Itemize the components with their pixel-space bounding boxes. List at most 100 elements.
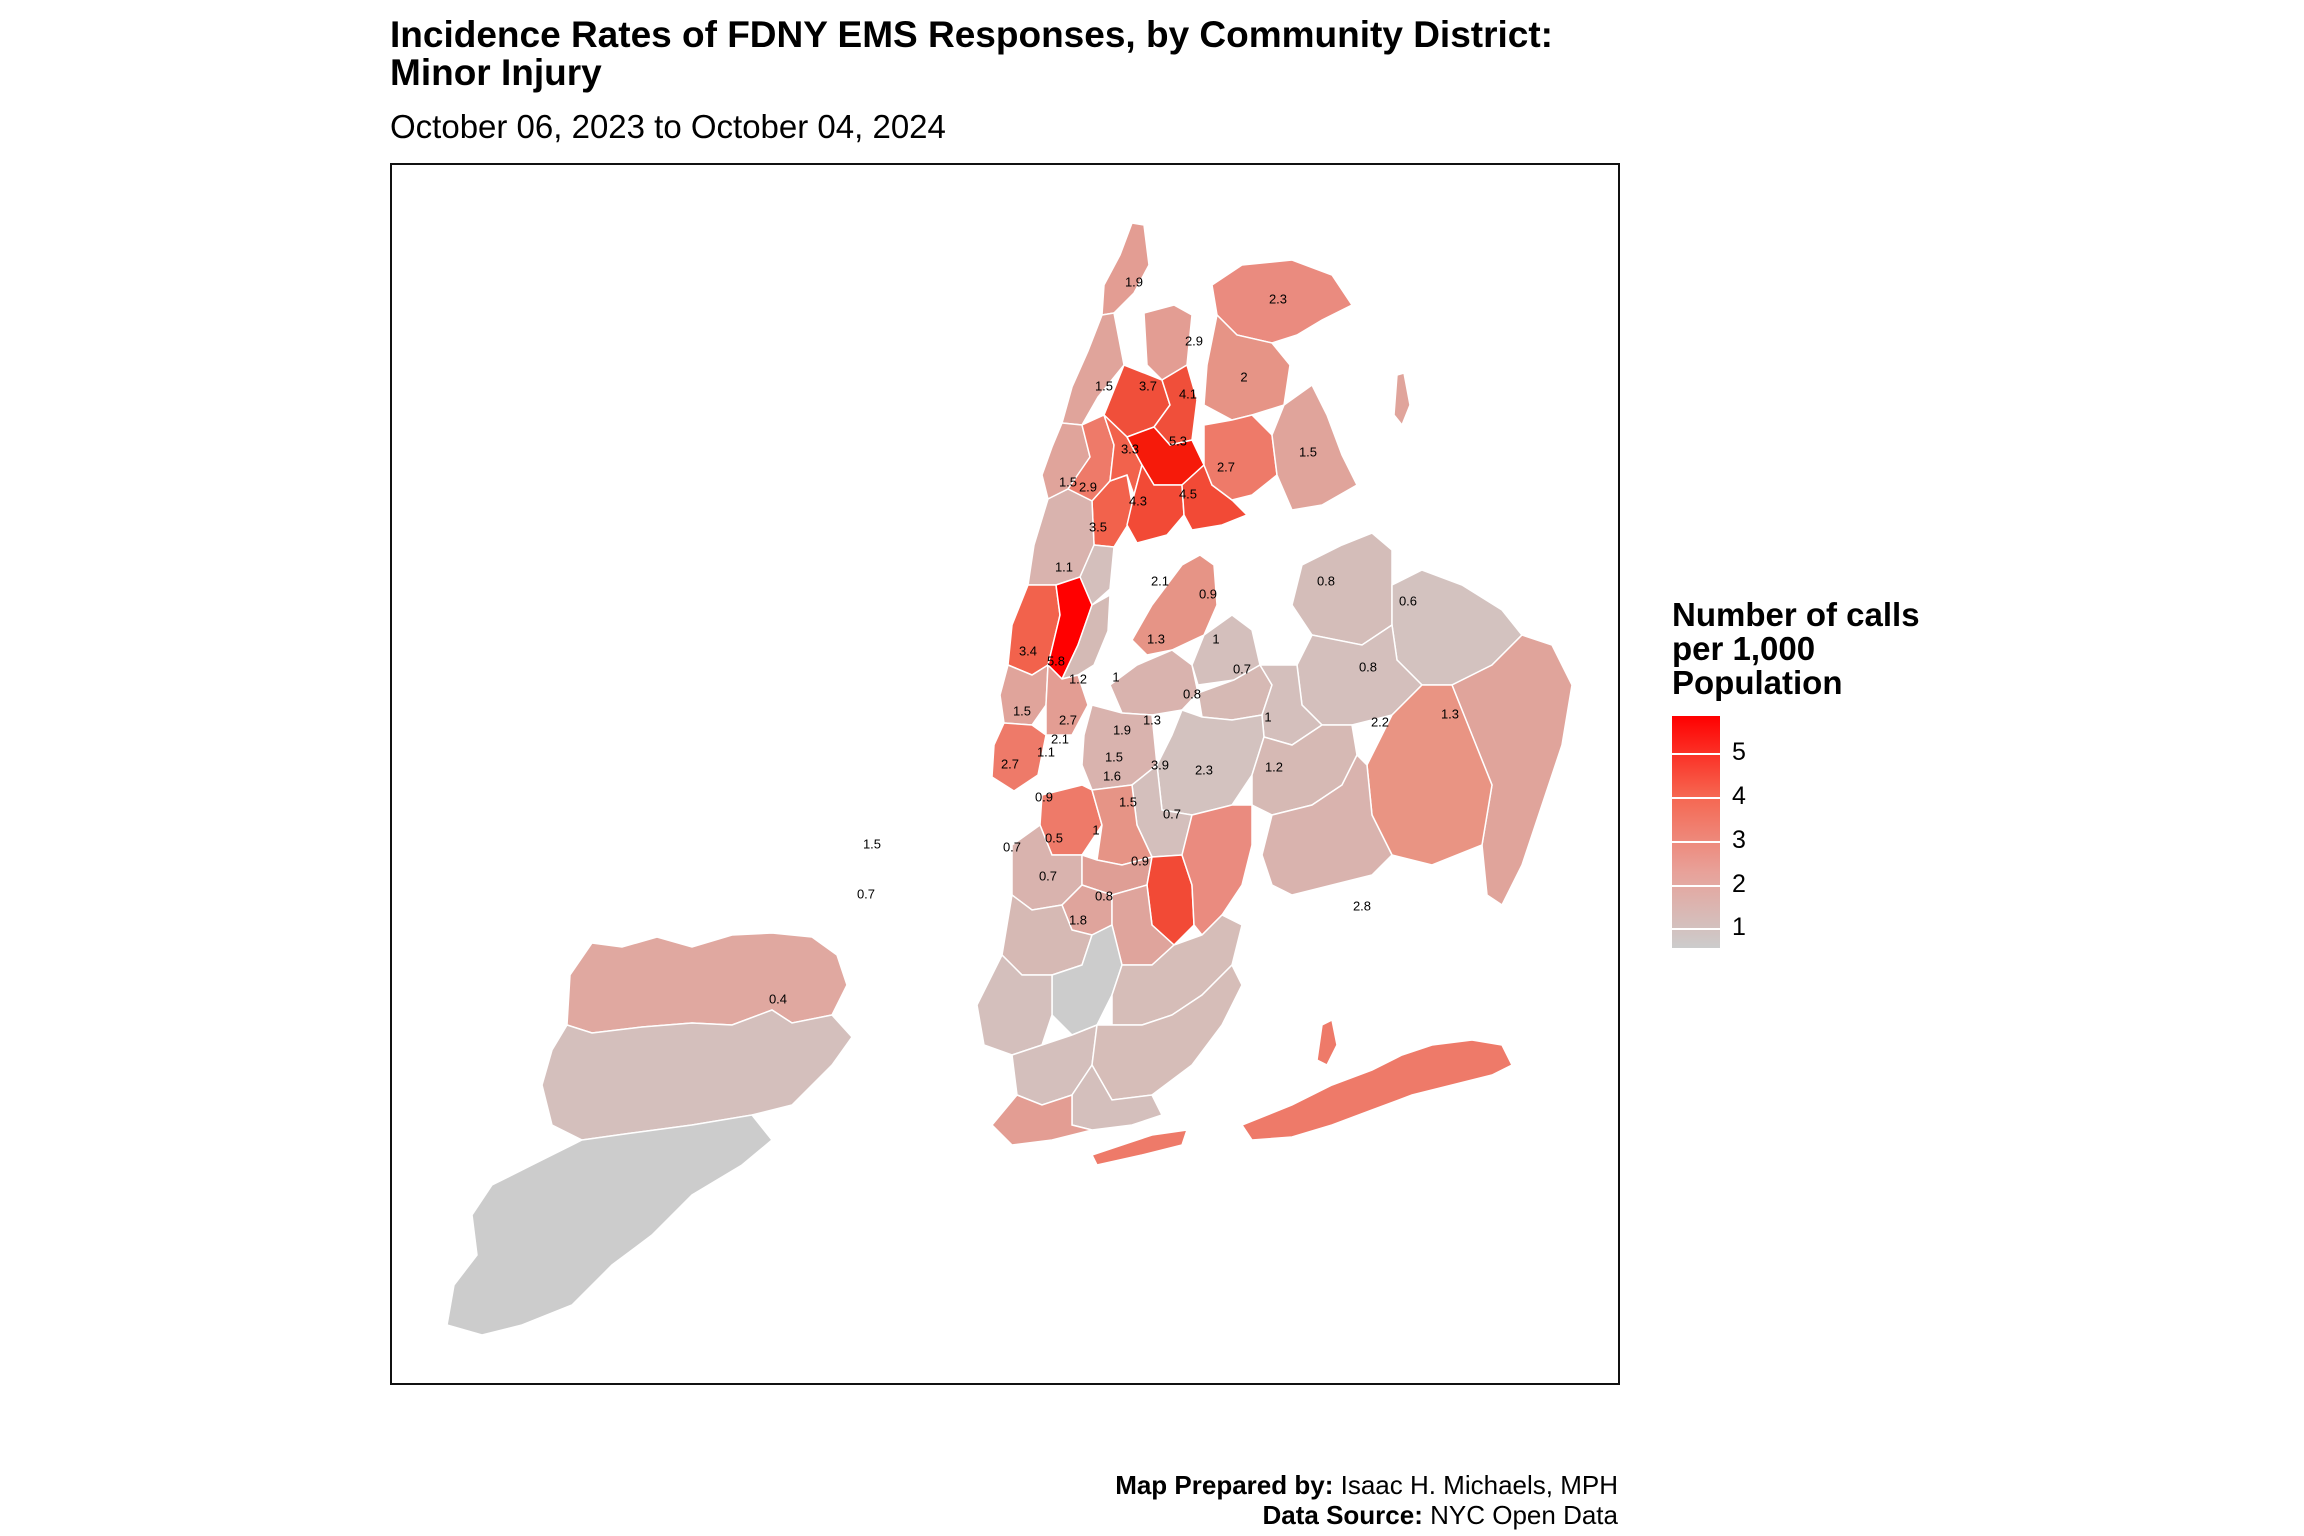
label-bk-5: 0.7 (1163, 806, 1181, 821)
district-qn-2[interactable] (1109, 649, 1199, 716)
bx-island (1393, 372, 1411, 427)
label-mn-6: 1.2 (1069, 671, 1087, 686)
legend-tick-mark-5 (1672, 753, 1720, 755)
label-bk-3: 1.9 (1113, 722, 1131, 737)
district-mn-2[interactable] (999, 663, 1049, 726)
district-si-mid[interactable] (541, 1009, 853, 1141)
label-bk-10: 0.7 (1003, 839, 1021, 854)
legend-color-bar (1672, 716, 1720, 948)
credit-prepared-value: Isaac H. Michaels, MPH (1340, 1470, 1618, 1500)
label-si-north: 1.5 (863, 836, 881, 851)
district-qn-10[interactable] (1261, 753, 1393, 896)
label-mn-12: 1.9 (1125, 274, 1143, 289)
district-mn-12[interactable] (1101, 222, 1150, 316)
label-qn-1: 2.1 (1151, 573, 1169, 588)
label-bx-4: 4.3 (1129, 493, 1147, 508)
label-bx-10: 1.5 (1299, 444, 1317, 459)
label-mn-8: 3.5 (1089, 519, 1107, 534)
legend-tick-mark-4 (1672, 797, 1720, 799)
credit-source-label: Data Source: (1262, 1500, 1423, 1530)
brooklyn (976, 704, 1253, 1146)
credit-prepared-label: Map Prepared by: (1115, 1470, 1334, 1500)
label-mn-9: 2.9 (1079, 479, 1097, 494)
nyc-map: 1.9 1.5 1.5 2.9 3.5 1.1 3.4 5.8 1.2 1.5 … (446, 222, 1573, 1336)
district-bx-9[interactable] (1203, 414, 1278, 501)
label-mn-2: 1.5 (1013, 703, 1031, 718)
label-qn-8: 0.8 (1359, 659, 1377, 674)
credit-source-value: NYC Open Data (1430, 1500, 1618, 1530)
label-qn-12: 2.2 (1371, 714, 1389, 729)
label-mn-11: 1.5 (1095, 378, 1113, 393)
label-qn-6: 0.7 (1233, 661, 1251, 676)
credits: Map Prepared by: Isaac H. Michaels, MPH … (1115, 1470, 1618, 1530)
title-line-2: Minor Injury (390, 52, 602, 93)
label-bx-9: 2.7 (1217, 459, 1235, 474)
label-mn-3: 2.1 (1051, 731, 1069, 746)
bronx (1103, 259, 1411, 544)
label-bk-7: 1.6 (1103, 768, 1121, 783)
label-qn-14: 2.8 (1353, 898, 1371, 913)
legend-tick-1: 1 (1732, 913, 1746, 941)
district-bx-11[interactable] (1203, 313, 1291, 421)
district-mn-6b[interactable] (1060, 593, 1111, 681)
label-qn-9: 1 (1264, 709, 1271, 724)
district-si-north[interactable] (566, 932, 848, 1034)
manhattan (991, 222, 1150, 792)
staten-island (446, 932, 853, 1336)
label-mn-5: 5.8 (1047, 653, 1065, 668)
map-subtitle: October 06, 2023 to October 04, 2024 (390, 108, 946, 145)
district-labels: 1.9 1.5 1.5 2.9 3.5 1.1 3.4 5.8 1.2 1.5 … (769, 274, 1459, 1006)
label-bk-8: 1.5 (1105, 749, 1123, 764)
credit-prepared: Map Prepared by: Isaac H. Michaels, MPH (1115, 1470, 1618, 1500)
district-mn-6[interactable] (1079, 544, 1115, 607)
district-qn-7[interactable] (1291, 532, 1393, 646)
label-qn-13: 1.3 (1441, 706, 1459, 721)
label-qn-3: 0.9 (1199, 586, 1217, 601)
label-qn-7: 0.8 (1317, 573, 1335, 588)
district-bk-13b[interactable] (990, 1093, 1093, 1146)
label-bk-14: 1.5 (1119, 794, 1137, 809)
qn-island-2 (1316, 1018, 1338, 1067)
label-bx-12b: 4.1 (1179, 386, 1197, 401)
label-bk-9: 3.9 (1151, 757, 1169, 772)
qn-island-1 (1090, 1129, 1189, 1166)
label-bx-12: 2.3 (1269, 291, 1287, 306)
label-bk-18: 0.9 (1131, 853, 1149, 868)
label-si-south: 0.4 (769, 991, 787, 1006)
label-bx-7: 3.7 (1139, 378, 1157, 393)
label-bk-17: 0.9 (1035, 789, 1053, 804)
credit-source: Data Source: NYC Open Data (1115, 1500, 1619, 1530)
district-mn-1[interactable] (991, 722, 1047, 792)
label-bk-1: 1 (1112, 669, 1119, 684)
legend-title-line-2: per 1,000 (1672, 630, 1816, 667)
legend-title-line-1: Number of calls (1672, 596, 1920, 633)
label-si-mid: 0.7 (857, 886, 875, 901)
district-bx-10[interactable] (1271, 383, 1358, 511)
district-si-south[interactable] (446, 1114, 774, 1336)
map-title: Incidence Rates of FDNY EMS Responses, b… (390, 16, 1553, 92)
district-qn-12[interactable] (1366, 684, 1493, 866)
legend-tick-mark-1 (1672, 928, 1720, 930)
label-qn-4: 1 (1212, 631, 1219, 646)
label-qn-5: 0.8 (1183, 686, 1201, 701)
label-bk-6: 1.1 (1037, 744, 1055, 759)
label-mn-7: 1.1 (1055, 559, 1073, 574)
district-qn-14[interactable] (1240, 1039, 1514, 1141)
label-qn-2: 1.3 (1147, 631, 1165, 646)
label-bx-11: 2 (1240, 369, 1247, 384)
district-mn-3[interactable] (1045, 663, 1089, 736)
label-bk-13: 0.8 (1095, 888, 1113, 903)
legend-tick-4: 4 (1732, 782, 1746, 810)
label-bk-2: 2.7 (1059, 712, 1077, 727)
district-qn-1[interactable] (1131, 554, 1218, 656)
legend-title: Number of calls per 1,000 Population (1672, 598, 1920, 700)
label-bx-6: 5.3 (1169, 433, 1187, 448)
legend-title-line-3: Population (1672, 664, 1843, 701)
label-qn-10: 1.2 (1265, 759, 1283, 774)
label-bk-11: 0.7 (1039, 868, 1057, 883)
district-bk-16[interactable] (1181, 804, 1253, 937)
label-bk-12: 0.5 (1045, 830, 1063, 845)
label-bk-15: 1 (1092, 822, 1099, 837)
label-bk-4: 1.3 (1143, 712, 1161, 727)
district-qn-5[interactable] (1156, 709, 1265, 816)
